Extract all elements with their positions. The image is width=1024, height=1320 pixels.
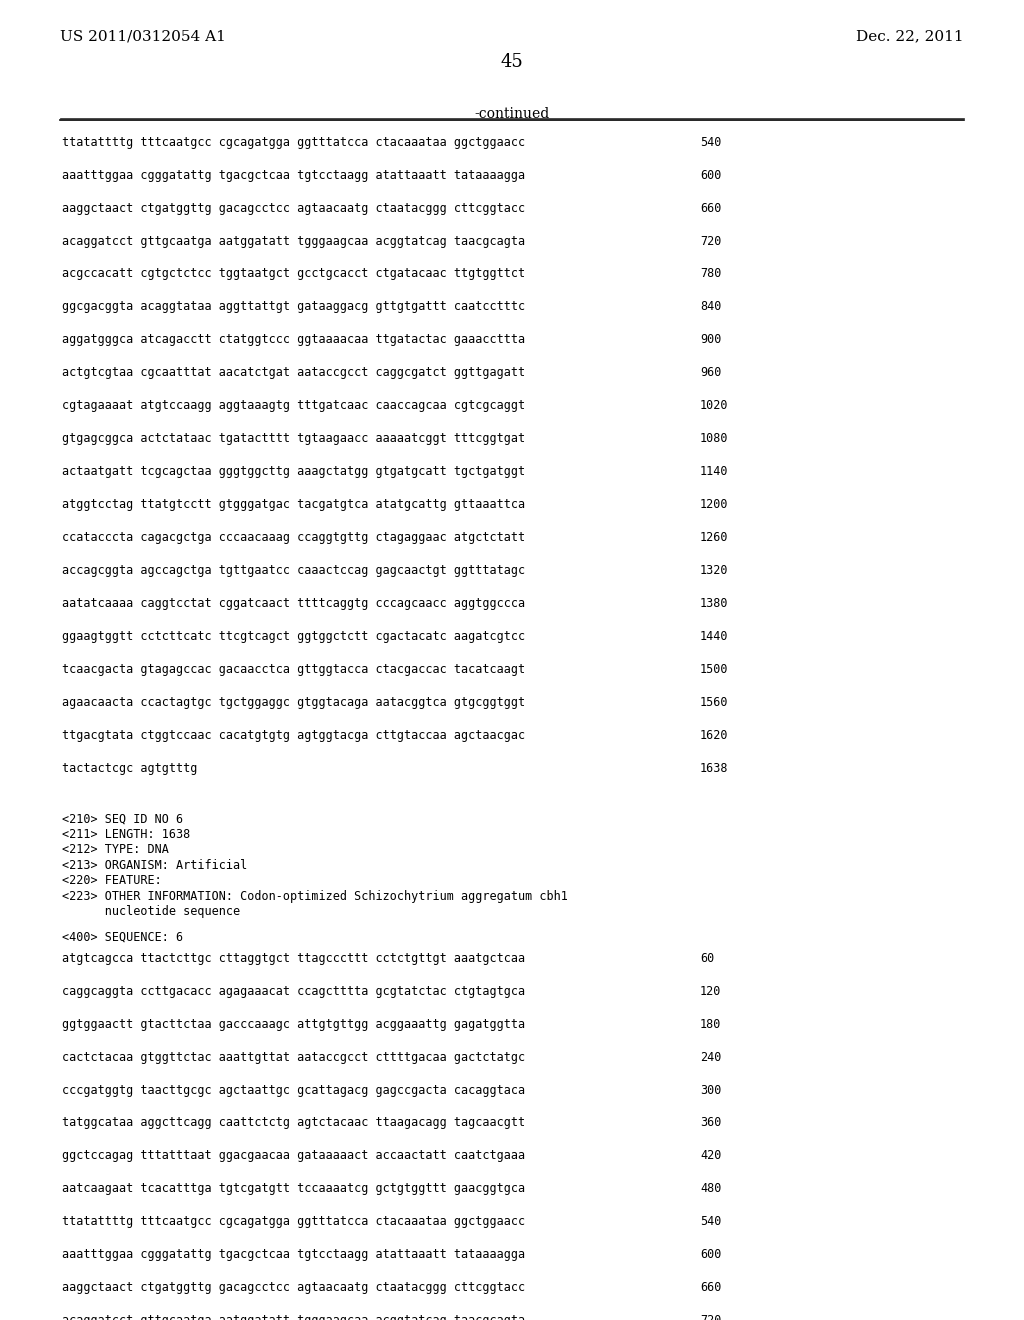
- Text: accagcggta agccagctga tgttgaatcc caaactccag gagcaactgt ggtttatagc: accagcggta agccagctga tgttgaatcc caaactc…: [62, 564, 525, 577]
- Text: gtgagcggca actctataac tgatactttt tgtaagaacc aaaaatcggt tttcggtgat: gtgagcggca actctataac tgatactttt tgtaaga…: [62, 432, 525, 445]
- Text: 420: 420: [700, 1150, 721, 1163]
- Text: <400> SEQUENCE: 6: <400> SEQUENCE: 6: [62, 931, 183, 944]
- Text: 1638: 1638: [700, 762, 728, 775]
- Text: cccgatggtg taacttgcgc agctaattgc gcattagacg gagccgacta cacaggtaca: cccgatggtg taacttgcgc agctaattgc gcattag…: [62, 1084, 525, 1097]
- Text: ggaagtggtt cctcttcatc ttcgtcagct ggtggctctt cgactacatc aagatcgtcc: ggaagtggtt cctcttcatc ttcgtcagct ggtggct…: [62, 630, 525, 643]
- Text: 480: 480: [700, 1183, 721, 1196]
- Text: 360: 360: [700, 1117, 721, 1130]
- Text: acgccacatt cgtgctctcc tggtaatgct gcctgcacct ctgatacaac ttgtggttct: acgccacatt cgtgctctcc tggtaatgct gcctgca…: [62, 268, 525, 280]
- Text: ttatattttg tttcaatgcc cgcagatgga ggtttatcca ctacaaataa ggctggaacc: ttatattttg tttcaatgcc cgcagatgga ggtttat…: [62, 136, 525, 149]
- Text: 60: 60: [700, 952, 715, 965]
- Text: US 2011/0312054 A1: US 2011/0312054 A1: [60, 29, 226, 44]
- Text: 240: 240: [700, 1051, 721, 1064]
- Text: caggcaggta ccttgacacc agagaaacat ccagctttta gcgtatctac ctgtagtgca: caggcaggta ccttgacacc agagaaacat ccagctt…: [62, 985, 525, 998]
- Text: ggtggaactt gtacttctaa gacccaaagc attgtgttgg acggaaattg gagatggtta: ggtggaactt gtacttctaa gacccaaagc attgtgt…: [62, 1018, 525, 1031]
- Text: nucleotide sequence: nucleotide sequence: [62, 906, 240, 919]
- Text: 1560: 1560: [700, 696, 728, 709]
- Text: <210> SEQ ID NO 6: <210> SEQ ID NO 6: [62, 812, 183, 825]
- Text: 660: 660: [700, 1282, 721, 1294]
- Text: 720: 720: [700, 1315, 721, 1320]
- Text: 300: 300: [700, 1084, 721, 1097]
- Text: 540: 540: [700, 136, 721, 149]
- Text: 1320: 1320: [700, 564, 728, 577]
- Text: aggatgggca atcagacctt ctatggtccc ggtaaaacaa ttgatactac gaaaccttta: aggatgggca atcagacctt ctatggtccc ggtaaaa…: [62, 334, 525, 346]
- Text: atgtcagcca ttactcttgc cttaggtgct ttagcccttt cctctgttgt aaatgctcaa: atgtcagcca ttactcttgc cttaggtgct ttagccc…: [62, 952, 525, 965]
- Text: ttgacgtata ctggtccaac cacatgtgtg agtggtacga cttgtaccaa agctaacgac: ttgacgtata ctggtccaac cacatgtgtg agtggta…: [62, 729, 525, 742]
- Text: ggcgacggta acaggtataa aggttattgt gataaggacg gttgtgattt caatcctttc: ggcgacggta acaggtataa aggttattgt gataagg…: [62, 301, 525, 313]
- Text: <213> ORGANISM: Artificial: <213> ORGANISM: Artificial: [62, 859, 247, 871]
- Text: 45: 45: [501, 53, 523, 71]
- Text: cgtagaaaat atgtccaagg aggtaaagtg tttgatcaac caaccagcaa cgtcgcaggt: cgtagaaaat atgtccaagg aggtaaagtg tttgatc…: [62, 399, 525, 412]
- Text: ttatattttg tttcaatgcc cgcagatgga ggtttatcca ctacaaataa ggctggaacc: ttatattttg tttcaatgcc cgcagatgga ggtttat…: [62, 1216, 525, 1229]
- Text: 600: 600: [700, 1249, 721, 1262]
- Text: <223> OTHER INFORMATION: Codon-optimized Schizochytrium aggregatum cbh1: <223> OTHER INFORMATION: Codon-optimized…: [62, 890, 568, 903]
- Text: Dec. 22, 2011: Dec. 22, 2011: [856, 29, 964, 44]
- Text: 1140: 1140: [700, 465, 728, 478]
- Text: 1500: 1500: [700, 663, 728, 676]
- Text: acaggatcct gttgcaatga aatggatatt tgggaagcaa acggtatcag taacgcagta: acaggatcct gttgcaatga aatggatatt tgggaag…: [62, 1315, 525, 1320]
- Text: ccatacccta cagacgctga cccaacaaag ccaggtgttg ctagaggaac atgctctatt: ccatacccta cagacgctga cccaacaaag ccaggtg…: [62, 531, 525, 544]
- Text: actgtcgtaa cgcaatttat aacatctgat aataccgcct caggcgatct ggttgagatt: actgtcgtaa cgcaatttat aacatctgat aataccg…: [62, 367, 525, 379]
- Text: -continued: -continued: [474, 107, 550, 120]
- Text: 660: 660: [700, 202, 721, 215]
- Text: 900: 900: [700, 334, 721, 346]
- Text: tactactcgc agtgtttg: tactactcgc agtgtttg: [62, 762, 198, 775]
- Text: atggtcctag ttatgtcctt gtgggatgac tacgatgtca atatgcattg gttaaattca: atggtcctag ttatgtcctt gtgggatgac tacgatg…: [62, 498, 525, 511]
- Text: cactctacaa gtggttctac aaattgttat aataccgcct cttttgacaa gactctatgc: cactctacaa gtggttctac aaattgttat aataccg…: [62, 1051, 525, 1064]
- Text: <211> LENGTH: 1638: <211> LENGTH: 1638: [62, 828, 190, 841]
- Text: <220> FEATURE:: <220> FEATURE:: [62, 874, 162, 887]
- Text: 780: 780: [700, 268, 721, 280]
- Text: aaggctaact ctgatggttg gacagcctcc agtaacaatg ctaatacggg cttcggtacc: aaggctaact ctgatggttg gacagcctcc agtaaca…: [62, 1282, 525, 1294]
- Text: 1440: 1440: [700, 630, 728, 643]
- Text: agaacaacta ccactagtgc tgctggaggc gtggtacaga aatacggtca gtgcggtggt: agaacaacta ccactagtgc tgctggaggc gtggtac…: [62, 696, 525, 709]
- Text: 720: 720: [700, 235, 721, 248]
- Text: acaggatcct gttgcaatga aatggatatt tgggaagcaa acggtatcag taacgcagta: acaggatcct gttgcaatga aatggatatt tgggaag…: [62, 235, 525, 248]
- Text: ggctccagag tttatttaat ggacgaacaa gataaaaact accaactatt caatctgaaa: ggctccagag tttatttaat ggacgaacaa gataaaa…: [62, 1150, 525, 1163]
- Text: 540: 540: [700, 1216, 721, 1229]
- Text: aaggctaact ctgatggttg gacagcctcc agtaacaatg ctaatacggg cttcggtacc: aaggctaact ctgatggttg gacagcctcc agtaaca…: [62, 202, 525, 215]
- Text: 960: 960: [700, 367, 721, 379]
- Text: 1620: 1620: [700, 729, 728, 742]
- Text: 120: 120: [700, 985, 721, 998]
- Text: tatggcataa aggcttcagg caattctctg agtctacaac ttaagacagg tagcaacgtt: tatggcataa aggcttcagg caattctctg agtctac…: [62, 1117, 525, 1130]
- Text: 840: 840: [700, 301, 721, 313]
- Text: actaatgatt tcgcagctaa gggtggcttg aaagctatgg gtgatgcatt tgctgatggt: actaatgatt tcgcagctaa gggtggcttg aaagcta…: [62, 465, 525, 478]
- Text: 600: 600: [700, 169, 721, 182]
- Text: aatatcaaaa caggtcctat cggatcaact ttttcaggtg cccagcaacc aggtggccca: aatatcaaaa caggtcctat cggatcaact ttttcag…: [62, 597, 525, 610]
- Text: 1200: 1200: [700, 498, 728, 511]
- Text: <212> TYPE: DNA: <212> TYPE: DNA: [62, 843, 169, 857]
- Text: tcaacgacta gtagagccac gacaacctca gttggtacca ctacgaccac tacatcaagt: tcaacgacta gtagagccac gacaacctca gttggta…: [62, 663, 525, 676]
- Text: 180: 180: [700, 1018, 721, 1031]
- Text: 1260: 1260: [700, 531, 728, 544]
- Text: 1080: 1080: [700, 432, 728, 445]
- Text: 1380: 1380: [700, 597, 728, 610]
- Text: aaatttggaa cgggatattg tgacgctcaa tgtcctaagg atattaaatt tataaaagga: aaatttggaa cgggatattg tgacgctcaa tgtccta…: [62, 169, 525, 182]
- Text: aaatttggaa cgggatattg tgacgctcaa tgtcctaagg atattaaatt tataaaagga: aaatttggaa cgggatattg tgacgctcaa tgtccta…: [62, 1249, 525, 1262]
- Text: aatcaagaat tcacatttga tgtcgatgtt tccaaaatcg gctgtggttt gaacggtgca: aatcaagaat tcacatttga tgtcgatgtt tccaaaa…: [62, 1183, 525, 1196]
- Text: 1020: 1020: [700, 399, 728, 412]
